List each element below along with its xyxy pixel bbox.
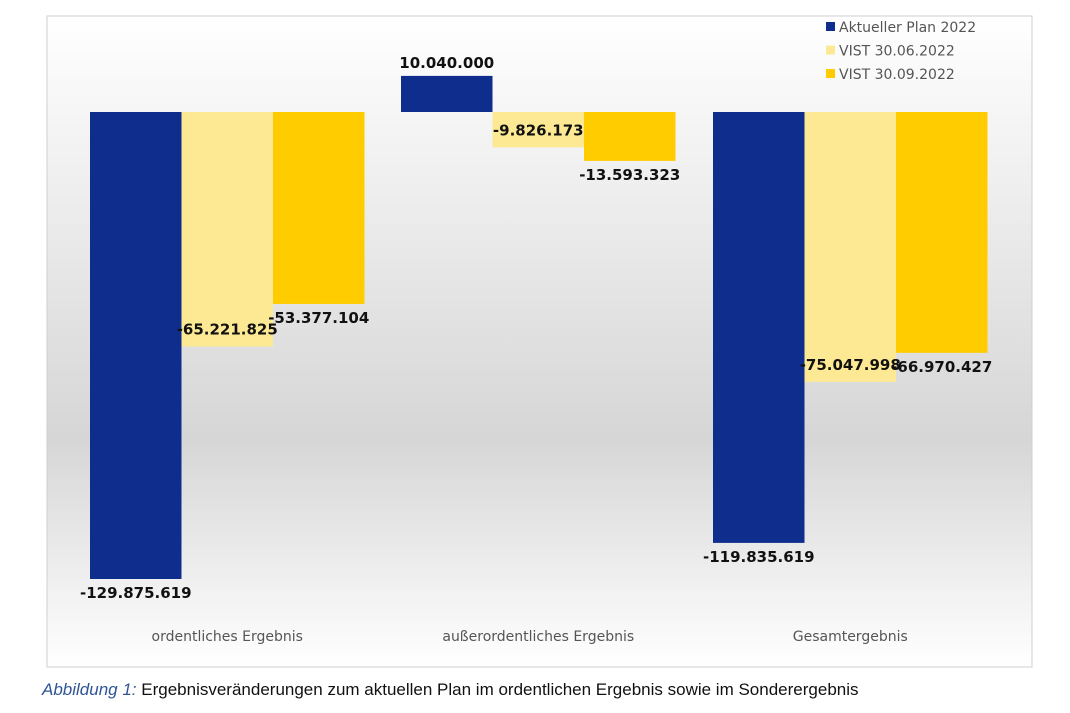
category-label: Gesamtergebnis bbox=[793, 629, 908, 645]
data-label: -53.377.104 bbox=[268, 309, 369, 327]
caption-lead: Abbildung 1: bbox=[42, 680, 137, 699]
bar-2-0 bbox=[273, 112, 365, 304]
bar-0-1 bbox=[401, 75, 493, 112]
bar-1-1 bbox=[492, 112, 584, 148]
legend-swatch bbox=[826, 22, 835, 31]
legend-label: Aktueller Plan 2022 bbox=[839, 20, 976, 36]
legend-label: VIST 30.09.2022 bbox=[839, 67, 955, 83]
data-label: -9.826.173 bbox=[493, 121, 584, 139]
bar-2-1 bbox=[584, 112, 676, 161]
category-label: ordentliches Ergebnis bbox=[152, 629, 303, 645]
data-label: -66.970.427 bbox=[891, 358, 992, 376]
bar-chart: -129.875.619 10.040.000 -119.835.619 -65.22… bbox=[46, 15, 1033, 668]
bar-0-2 bbox=[713, 112, 805, 543]
data-label: 10.040.000 bbox=[399, 54, 494, 72]
bar-1-0 bbox=[181, 112, 273, 347]
data-label: -65.221.825 bbox=[177, 321, 278, 339]
data-label: -75.047.998 bbox=[800, 356, 901, 374]
legend-swatch bbox=[826, 69, 835, 78]
bar-0-0 bbox=[90, 112, 182, 579]
data-label: -129.875.619 bbox=[80, 584, 192, 602]
category-label: außerordentliches Ergebnis bbox=[442, 629, 634, 645]
caption-text: Ergebnisveränderungen zum aktuellen Plan… bbox=[136, 680, 859, 699]
legend-swatch bbox=[826, 45, 835, 55]
figure-caption: Abbildung 1: Ergebnisveränderungen zum a… bbox=[42, 680, 859, 700]
data-label: -119.835.619 bbox=[703, 548, 815, 566]
data-label: -13.593.323 bbox=[579, 166, 680, 184]
bar-1-2 bbox=[804, 112, 896, 382]
bar-2-2 bbox=[896, 112, 988, 353]
legend-label: VIST 30.06.2022 bbox=[839, 44, 955, 60]
